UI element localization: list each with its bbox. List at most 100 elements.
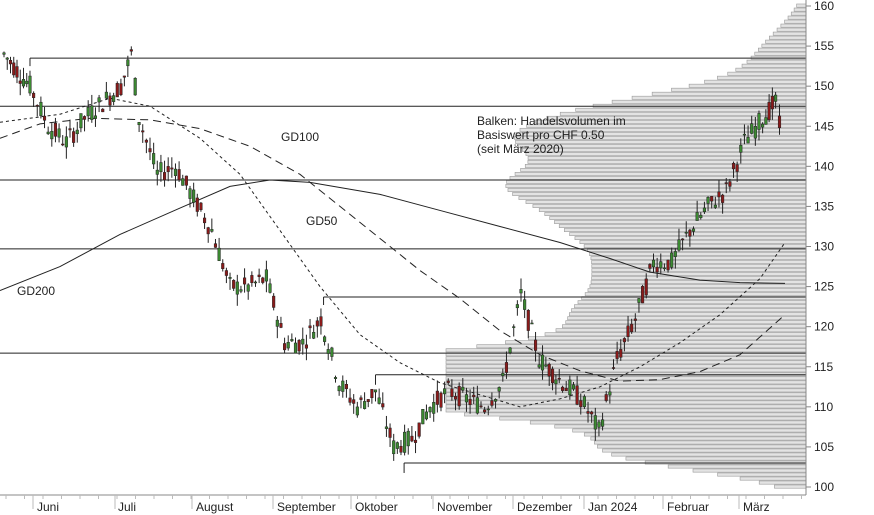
volume-bar — [527, 156, 807, 160]
candle-up — [537, 364, 541, 368]
candle-down — [72, 131, 76, 143]
candle-up — [79, 113, 83, 129]
candle-down — [203, 217, 207, 224]
ma-label-gd50: GD50 — [306, 214, 338, 228]
candle-up — [753, 125, 757, 139]
candle-up — [774, 94, 778, 102]
volume-bar — [514, 172, 807, 176]
candle-down — [479, 405, 483, 408]
annotation-line-3: (seit März 2020) — [477, 142, 564, 156]
volume-bar — [611, 452, 807, 457]
candle-down — [504, 362, 509, 373]
volume-bar — [761, 43, 807, 48]
volume-bar — [727, 71, 807, 76]
candle-down — [308, 325, 312, 329]
candle-down — [534, 339, 538, 351]
candle-up — [86, 107, 90, 117]
candle-down — [261, 277, 265, 283]
candle-up — [742, 133, 746, 136]
x-tick-label: August — [196, 500, 234, 514]
candle-down — [490, 400, 494, 406]
candle-down — [163, 172, 167, 181]
candle-up — [312, 331, 316, 339]
candle-up — [593, 415, 597, 430]
candle-up — [486, 408, 490, 411]
candle-down — [15, 66, 19, 78]
candle-up — [746, 137, 750, 144]
ma-label-gd200: GD200 — [17, 284, 55, 298]
candle-down — [8, 60, 13, 65]
volume-bar — [597, 444, 807, 449]
volume-bar — [527, 160, 807, 164]
candle-up — [155, 169, 159, 175]
candle-up — [239, 289, 243, 292]
candle-down — [213, 243, 218, 248]
candle-down — [366, 399, 370, 402]
candle-down — [144, 139, 148, 143]
candle-up — [750, 123, 754, 134]
candle-up — [392, 440, 396, 455]
volume-bar — [589, 252, 807, 257]
volume-bar — [741, 63, 807, 68]
y-tick-label: 120 — [814, 320, 834, 334]
candle-down — [381, 403, 385, 408]
candle-down — [348, 397, 352, 403]
axes: 100 105 110 115 120 125 130 135 140 145 150 155 160 J… — [0, 0, 834, 514]
candle-up — [97, 97, 101, 103]
candle-down — [777, 115, 782, 129]
candle-down — [206, 227, 210, 235]
volume-profile — [445, 3, 807, 489]
candle-down — [410, 435, 414, 442]
volume-bar — [584, 292, 807, 297]
candle-up — [512, 326, 516, 328]
candle-up — [544, 364, 548, 367]
candle-down — [626, 325, 630, 337]
volume-bar — [554, 424, 807, 429]
volume-bar — [602, 448, 807, 453]
volume-bar — [554, 220, 807, 224]
candle-up — [192, 189, 196, 203]
candle-down — [119, 83, 123, 96]
candle-up — [337, 386, 341, 392]
candle-up — [39, 101, 43, 116]
candle-down — [18, 80, 22, 84]
volume-bar — [544, 332, 807, 337]
x-tick-label: Juli — [118, 500, 136, 514]
candle-up — [530, 322, 534, 325]
volume-bar — [574, 236, 807, 240]
volume-bar — [445, 392, 807, 397]
volume-bar — [587, 288, 807, 293]
candle-up — [235, 281, 239, 295]
volume-bar — [671, 87, 807, 92]
volume-bar — [532, 204, 807, 208]
volume-bar — [527, 336, 807, 341]
candle-up — [493, 399, 498, 402]
volume-bar — [765, 39, 807, 44]
candle-down — [590, 411, 594, 415]
x-tick-label: Februar — [667, 500, 709, 514]
volume-bar — [445, 356, 807, 361]
gd200-line — [0, 179, 786, 292]
candle-up — [739, 144, 743, 153]
volume-bar — [558, 224, 807, 228]
volume-bar — [774, 484, 807, 489]
candle-down — [611, 367, 616, 369]
volume-bar — [591, 276, 807, 281]
candle-up — [677, 239, 681, 251]
candle-up — [695, 212, 699, 221]
candle-down — [42, 115, 47, 121]
candle-down — [483, 409, 487, 413]
candle-up — [286, 341, 290, 349]
volume-bar — [704, 79, 807, 84]
candle-down — [315, 320, 319, 327]
candle-down — [12, 62, 16, 76]
candle-down — [279, 323, 283, 328]
volume-bar — [567, 316, 807, 321]
candle-down — [68, 128, 72, 131]
candle-down — [579, 400, 583, 408]
y-tick-label: 100 — [814, 480, 834, 494]
candle-up — [28, 75, 32, 94]
volume-bar — [758, 47, 807, 52]
candle-up — [571, 384, 576, 390]
candle-down — [53, 122, 57, 137]
